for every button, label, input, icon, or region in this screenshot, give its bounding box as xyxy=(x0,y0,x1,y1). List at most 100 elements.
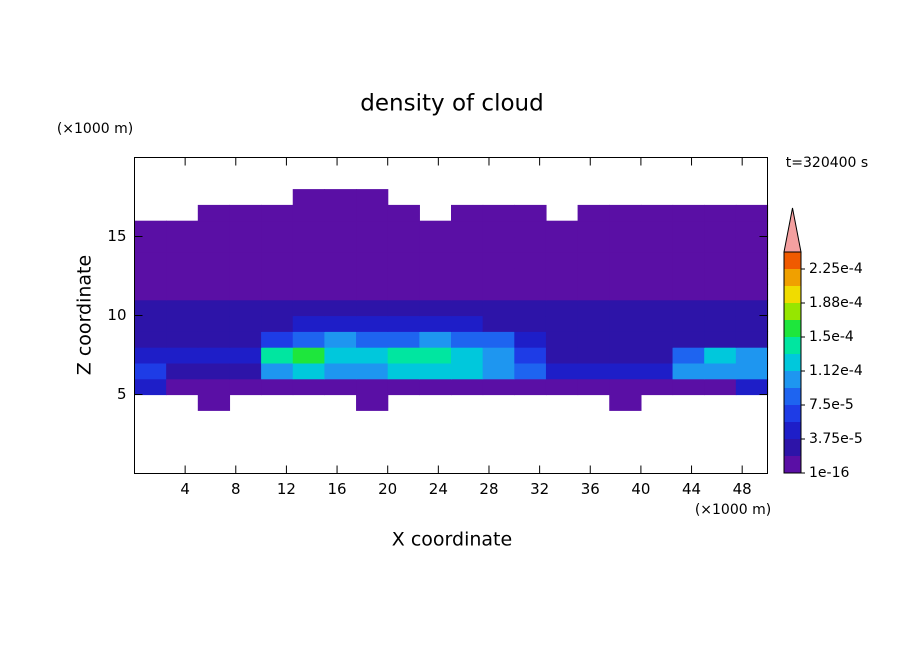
contour-cell xyxy=(197,220,231,238)
contour-cell xyxy=(387,331,420,348)
contour-cell xyxy=(292,189,325,206)
contour-cell xyxy=(134,331,167,348)
contour-cell xyxy=(197,394,231,411)
contour-cell xyxy=(229,315,262,332)
contour-cell xyxy=(609,347,642,364)
contour-cell xyxy=(387,236,420,253)
contour-cell xyxy=(356,347,389,364)
contour-cell xyxy=(387,268,420,285)
contour-cell xyxy=(261,204,294,222)
colorbar-label: 1.12e-4 xyxy=(809,363,863,379)
colorbar-band xyxy=(784,286,801,303)
contour-cell xyxy=(514,362,547,380)
contour-cell xyxy=(166,252,199,269)
contour-cell xyxy=(482,236,515,253)
contour-cell xyxy=(577,362,610,380)
contour-cell xyxy=(672,378,705,396)
contour-cell xyxy=(672,331,705,348)
contour-cell xyxy=(672,268,705,285)
contour-cell xyxy=(419,236,452,253)
colorbar-label: 3.75e-5 xyxy=(809,431,863,447)
contour-cell xyxy=(261,362,294,380)
contour-cell xyxy=(577,252,610,269)
contour-cell xyxy=(609,378,642,396)
contour-cell xyxy=(482,362,515,380)
x-tick-label: 20 xyxy=(378,480,397,498)
contour-cell xyxy=(356,362,389,380)
contour-cell xyxy=(545,315,579,332)
contour-cell xyxy=(609,362,642,380)
contour-cell xyxy=(640,299,674,317)
contour-cell xyxy=(166,299,199,317)
contour-cell xyxy=(451,362,484,380)
contour-cell xyxy=(197,299,231,317)
contour-cell xyxy=(134,268,167,285)
contour-cell xyxy=(704,362,737,380)
x-tick-label: 12 xyxy=(277,480,296,498)
contour-cell xyxy=(577,347,610,364)
contour-cell xyxy=(672,315,705,332)
contour-cell xyxy=(324,252,357,269)
contour-cell xyxy=(545,331,579,348)
contour-cell xyxy=(672,220,705,238)
contour-cell xyxy=(292,362,325,380)
contour-cell xyxy=(324,204,357,222)
contour-cell xyxy=(704,299,737,317)
contour-cell xyxy=(324,378,357,396)
contour-cell xyxy=(197,236,231,253)
colorbar-band xyxy=(784,388,801,405)
contour-cell xyxy=(704,252,737,269)
contour-cell xyxy=(419,362,452,380)
contour-cell xyxy=(292,315,325,332)
contour-cell xyxy=(134,347,167,364)
contour-cell xyxy=(735,220,769,238)
contour-cell xyxy=(197,331,231,348)
contour-cell xyxy=(545,378,579,396)
contour-cell xyxy=(197,347,231,364)
contour-cell xyxy=(482,268,515,285)
contour-cell xyxy=(640,268,674,285)
colorbar-band xyxy=(784,405,801,422)
contour-cell xyxy=(261,331,294,348)
colorbar-band xyxy=(784,422,801,439)
contour-cell xyxy=(134,315,167,332)
contour-cell xyxy=(292,268,325,285)
contour-cell xyxy=(387,283,420,301)
contour-cell xyxy=(261,268,294,285)
contour-cell xyxy=(419,331,452,348)
contour-cell xyxy=(356,299,389,317)
contour-cell xyxy=(735,204,769,222)
contour-cell xyxy=(134,236,167,253)
contour-cell xyxy=(229,283,262,301)
contour-cell xyxy=(672,204,705,222)
contour-cell xyxy=(166,362,199,380)
contour-cell xyxy=(229,362,262,380)
contour-cell xyxy=(704,283,737,301)
contour-cell xyxy=(704,236,737,253)
contour-cell xyxy=(451,236,484,253)
contour-cell xyxy=(672,252,705,269)
contour-cell xyxy=(356,268,389,285)
colorbar-band xyxy=(784,439,801,456)
colorbar-band xyxy=(784,320,801,337)
contour-cell xyxy=(387,299,420,317)
contour-cell xyxy=(735,362,769,380)
contour-cell xyxy=(514,378,547,396)
contour-cell xyxy=(609,283,642,301)
contour-cell xyxy=(609,299,642,317)
contour-cell xyxy=(735,268,769,285)
x-axis-title: X coordinate xyxy=(392,529,512,551)
contour-cell xyxy=(387,362,420,380)
contour-cell xyxy=(229,236,262,253)
contour-cell xyxy=(704,204,737,222)
contour-cell xyxy=(387,252,420,269)
contour-cell xyxy=(482,252,515,269)
contour-cell xyxy=(197,315,231,332)
contour-cell xyxy=(545,252,579,269)
contour-cell xyxy=(387,204,420,222)
contour-cell xyxy=(609,252,642,269)
contour-cell xyxy=(545,283,579,301)
contour-cell xyxy=(292,236,325,253)
contour-cell xyxy=(324,362,357,380)
contour-cell xyxy=(609,394,642,411)
